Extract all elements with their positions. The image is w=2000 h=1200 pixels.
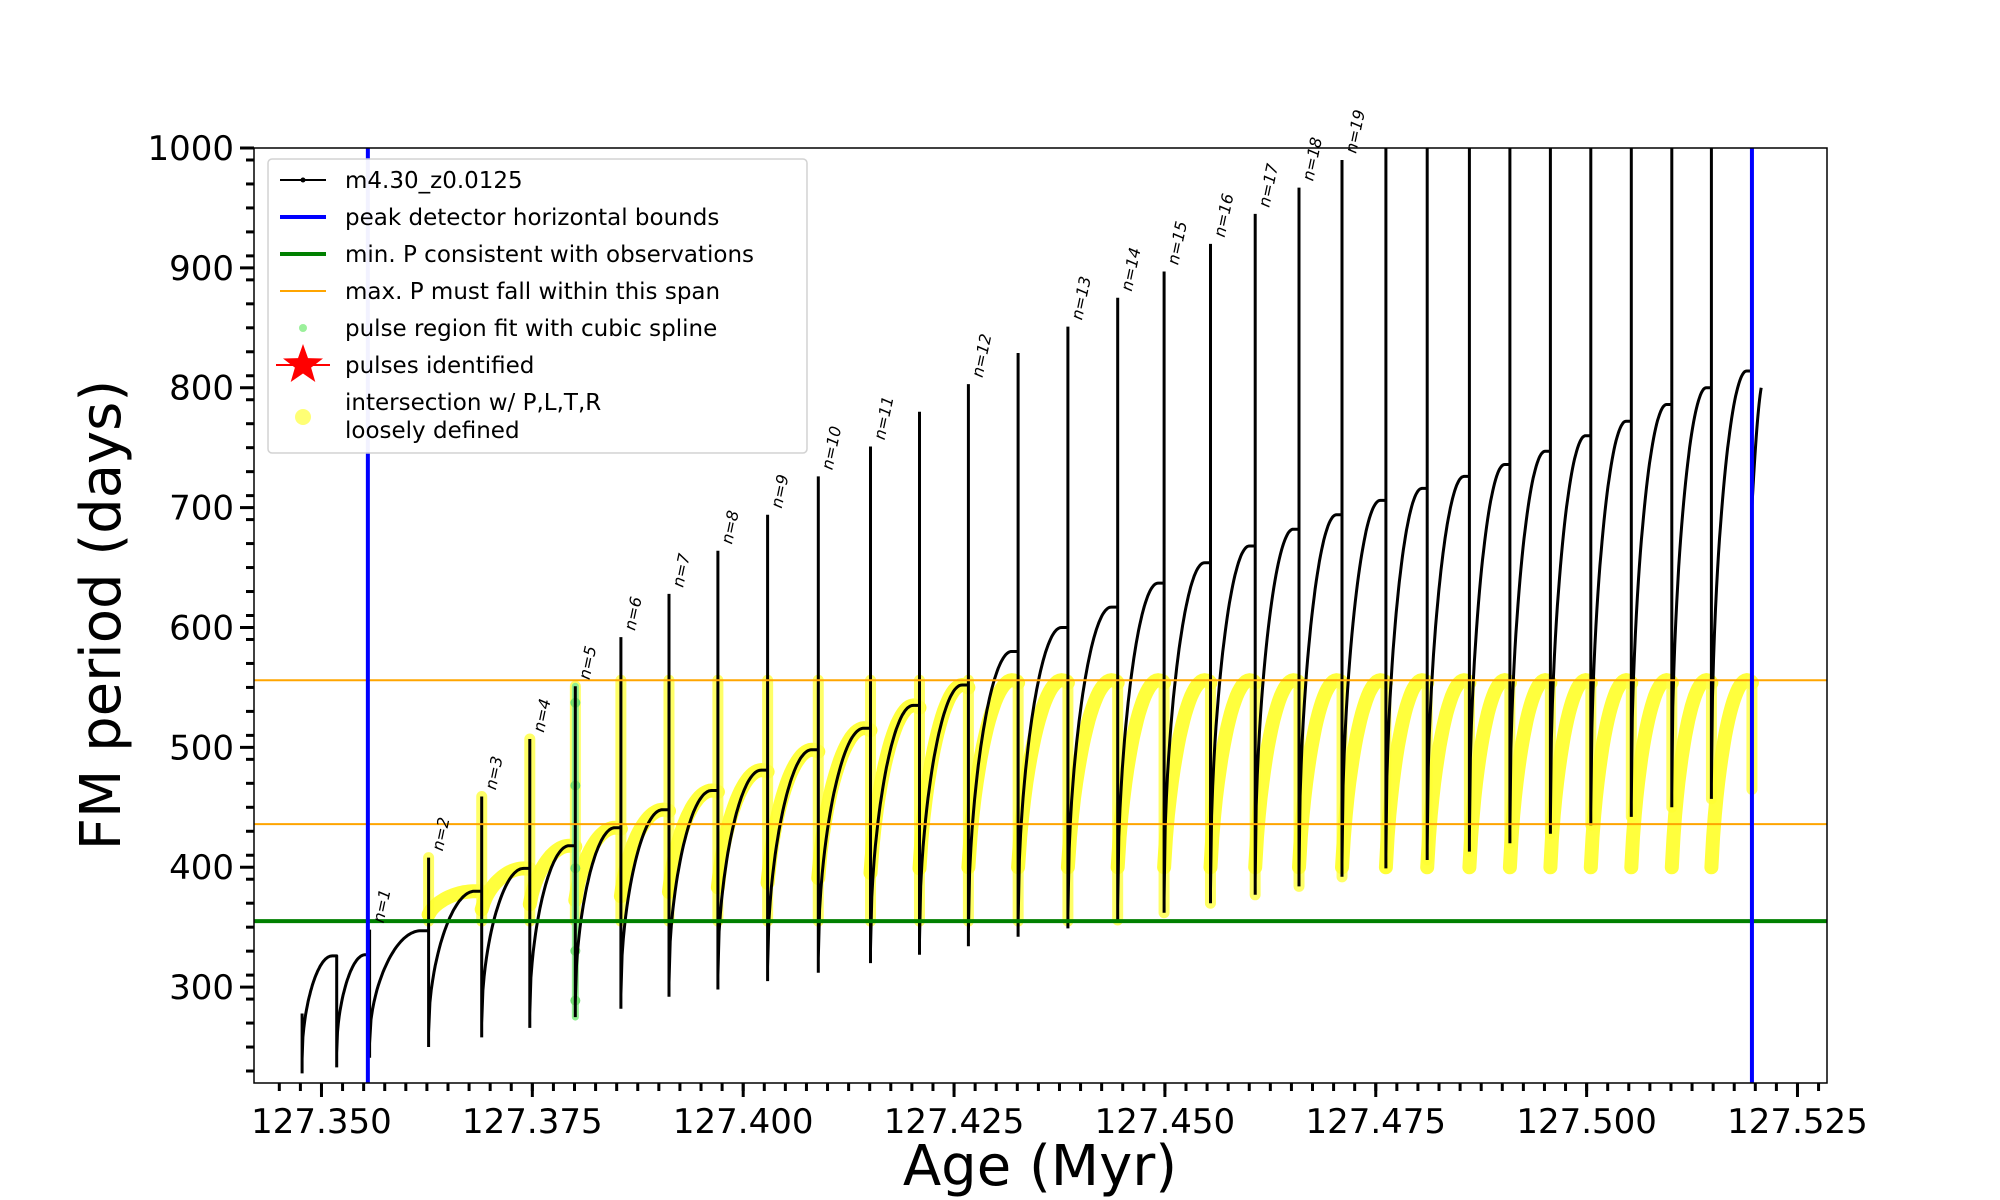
legend-label: pulse region fit with cubic spline [345,316,717,342]
legend-label: min. P consistent with observations [345,242,754,268]
x-tick-label: 127.425 [884,1102,1025,1142]
x-tick-label: 127.475 [1305,1102,1446,1142]
x-tick-label: 127.525 [1727,1102,1868,1142]
model-track-line [300,148,1763,1074]
legend-label: loosely defined [345,418,520,444]
x-tick-label: 127.400 [673,1102,814,1142]
legend-label: peak detector horizontal bounds [345,205,719,231]
y-tick-label: 900 [169,249,234,289]
y-tick-label: 500 [169,728,234,768]
track-layer [300,148,1763,1074]
x-tick-label: 127.375 [462,1102,603,1142]
y-tick-label: 300 [169,968,234,1008]
legend-label: intersection w/ P,L,T,R [345,390,601,416]
x-axis: 127.350 127.375 127.400 127.425 127.450 127.4… [251,1083,1868,1142]
legend-label: max. P must fall within this span [345,279,720,305]
y-tick-label: 800 [169,369,234,409]
x-tick-label: 127.450 [1095,1102,1236,1142]
y-tick-label: 600 [169,608,234,648]
legend-label: m4.30_z0.0125 [345,168,523,194]
legend-handle-star [283,344,323,382]
y-tick-label: 700 [169,489,234,529]
y-axis-title: FM period (days) [69,380,134,850]
x-tick-label: 127.350 [251,1102,392,1142]
legend-handle-dot [299,324,307,332]
legend-handle-marker [300,177,306,183]
legend-label: pulses identified [345,353,534,379]
y-tick-label: 1000 [147,129,234,169]
y-axis: 300 400 500 600 700 800 900 1000 [147,129,254,1073]
y-tick-label: 400 [169,848,234,888]
x-tick-label: 127.500 [1516,1102,1657,1142]
x-axis-title: Age (Myr) [903,1134,1177,1199]
legend-handle-dot [295,409,311,425]
legend-box [267,158,808,454]
reference-lines [254,148,1827,1083]
